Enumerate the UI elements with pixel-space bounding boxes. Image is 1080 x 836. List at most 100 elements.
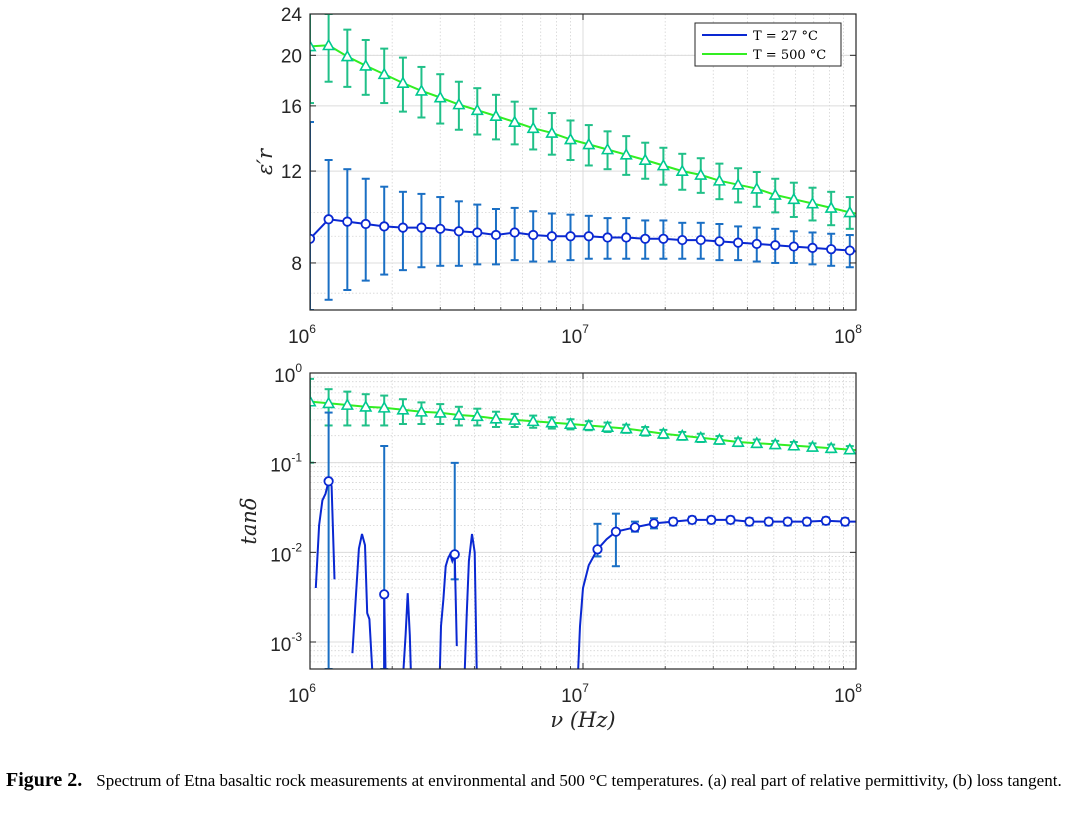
panel-a-t500-point <box>377 67 391 80</box>
figure-caption: Figure 2. Spectrum of Etna basaltic rock … <box>6 770 1076 791</box>
panel-a-t500-point <box>675 164 689 177</box>
panel-a-t500-point <box>526 121 540 134</box>
panel-b-t27-point <box>744 516 755 527</box>
panel-b-t500-point <box>805 440 820 452</box>
panel-b-t500-point <box>824 441 838 454</box>
panel-a-t27-point <box>416 222 427 233</box>
panel-b-t27-point <box>782 516 793 527</box>
panel-a-t27-point <box>509 227 520 238</box>
panel-b-x-tick-exp: 8 <box>855 681 862 695</box>
panel-b-y-tick-base: 10 <box>274 366 295 387</box>
panel-b-t500-point <box>582 418 596 431</box>
panel-a-t27-point <box>472 227 483 238</box>
panel-b-t500-point <box>489 411 503 424</box>
panel-a-t27-point <box>677 234 688 246</box>
panel-b-t500-point <box>322 396 336 409</box>
panel-a-t27-point <box>602 232 613 243</box>
panel-b-x-tick-label: 106 <box>288 681 316 707</box>
panel-b-t500-point <box>359 399 373 412</box>
panel-a-t500-point <box>470 103 484 116</box>
legend-t27-label: T = 27 °C <box>753 29 818 44</box>
panel-b-t27-point <box>592 544 603 555</box>
panel-a-x-tick-label: 107 <box>561 322 589 348</box>
panel-b-y-tick-exp: -2 <box>291 540 302 554</box>
panel-b-x-tick-label: 108 <box>834 681 862 707</box>
panel-a-x-tick-label: 106 <box>288 322 316 348</box>
panel-a-t500-point <box>582 137 596 150</box>
panel-a-t27-point <box>826 244 837 255</box>
panel-b-markers <box>310 394 856 600</box>
panel-b-x-tick-exp: 6 <box>309 681 316 695</box>
panel-a-t500-point <box>712 173 726 186</box>
panel-b-y-tick-exp: -3 <box>291 630 302 644</box>
panel-a-t27-point <box>844 245 855 256</box>
panel-a-t500-point <box>508 115 522 127</box>
panel-b-t500-point <box>787 438 801 451</box>
panel-a-t500-point <box>396 76 410 88</box>
panel-b-t500-point <box>310 394 317 407</box>
panel-a-t500-point <box>359 58 373 71</box>
panel-b-t500-point <box>414 404 429 417</box>
panel-b-t27-line <box>463 533 478 669</box>
panel-b-y-tick-label: 10-3 <box>270 630 302 656</box>
panel-b-t500-point <box>843 442 856 455</box>
panel-a-t500-point <box>843 205 856 218</box>
legend-t500-label: T = 500 °C <box>753 48 826 63</box>
panel-a-y-tick-label: 20 <box>281 46 302 67</box>
panel-a-x-tick-exp: 7 <box>582 322 589 336</box>
panel-b-t500-point <box>619 421 633 434</box>
panel-b-t27-point <box>706 514 717 526</box>
panel-a-plot <box>310 14 856 310</box>
panel-b-t27-point <box>839 516 851 527</box>
legend-box <box>694 22 842 67</box>
panel-b-t500-point <box>340 398 354 410</box>
panel-b-t500-point <box>545 415 559 428</box>
panel-b-t500-point <box>750 436 764 449</box>
panel-b-y-tick-base: 10 <box>270 456 291 477</box>
panel-b-t27-line <box>351 533 374 669</box>
panel-b-t27-line <box>314 478 336 589</box>
panel-a-t27-errorbar <box>324 159 333 301</box>
panel-a-t27-point <box>397 222 409 233</box>
panel-a-t500-point <box>600 142 615 155</box>
panel-a-y-tick-label: 24 <box>281 5 303 26</box>
panel-b-t27-point <box>763 516 774 527</box>
panel-a-t500-point <box>731 177 745 190</box>
panel-b-t27-point <box>820 515 832 526</box>
panel-a-markers <box>310 38 856 256</box>
panel-a-t27-point <box>360 218 371 230</box>
panel-a-t27-point <box>490 229 502 241</box>
panel-b-t27-point <box>801 516 813 527</box>
panel-b-t27-line <box>402 593 412 669</box>
panel-b-t27-point <box>725 514 736 526</box>
panel-b-x-tick-exp: 7 <box>582 681 589 695</box>
panel-a-t27-point <box>453 226 464 237</box>
x-axis-label: ν (Hz) <box>550 708 615 732</box>
panel-a-t27-point <box>342 216 353 227</box>
panel-b-t500-point <box>675 428 689 441</box>
panel-b-x-tick-label: 107 <box>561 681 589 707</box>
panel-a-t500-point <box>656 158 670 171</box>
panel-b-y-tick-base: 10 <box>270 635 291 656</box>
panel-b-t27-point <box>610 526 622 537</box>
panel-a-legend: T = 27 °C T = 500 °C <box>694 22 842 67</box>
panel-a-t27-errorbar <box>343 168 352 291</box>
panel-a-y-axis-label: ε′r <box>253 147 277 175</box>
panel-b-t500-point <box>731 435 745 447</box>
panel-a-t500-point <box>638 153 652 165</box>
panel-b-y-tick-label: 10-2 <box>270 540 302 566</box>
panel-a-t27-point <box>310 233 316 244</box>
panel-b-t500-point <box>768 437 782 450</box>
panel-a-t27-point <box>788 241 799 252</box>
panel-a-t500-point <box>824 201 838 213</box>
panel-a-t27-point <box>528 229 539 241</box>
panel-a-t27-point <box>695 234 706 246</box>
panel-a-x-tick-exp: 8 <box>855 322 862 336</box>
panel-b-t500-point <box>600 420 615 432</box>
panel-a-t500-point <box>310 39 317 52</box>
panel-a-t27-errorbar <box>361 177 370 282</box>
panel-b-x-tick-base: 10 <box>561 686 582 707</box>
panel-a-t500-point <box>619 147 633 160</box>
